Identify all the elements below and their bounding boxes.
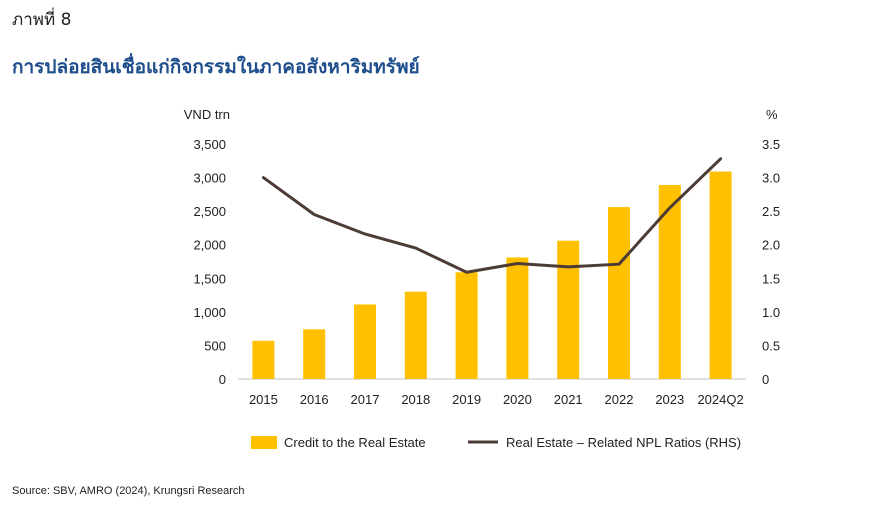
bar bbox=[608, 207, 630, 379]
y-tick-left-label: 2,500 bbox=[193, 204, 226, 219]
x-tick-label: 2022 bbox=[605, 392, 634, 407]
x-tick-label: 2024Q2 bbox=[697, 392, 743, 407]
x-tick-label: 2019 bbox=[452, 392, 481, 407]
y-tick-left-label: 2,000 bbox=[193, 238, 226, 253]
y-tick-left-label: 3,000 bbox=[193, 171, 226, 186]
y-ticks-right: 0 0.5 1.0 1.5 2.0 2.5 3.0 3.5 bbox=[762, 137, 780, 387]
legend-bar-label: Credit to the Real Estate bbox=[284, 435, 426, 450]
bar bbox=[658, 184, 681, 379]
y-axis-right-label: % bbox=[766, 107, 778, 122]
legend-line-label: Real Estate – Related NPL Ratios (RHS) bbox=[506, 435, 741, 450]
line-series bbox=[261, 157, 723, 274]
x-tick-label: 2020 bbox=[503, 392, 532, 407]
y-tick-right-label: 2.0 bbox=[762, 238, 780, 253]
y-tick-right-label: 0 bbox=[762, 372, 769, 387]
source-note: Source: SBV, AMRO (2024), Krungsri Resea… bbox=[12, 485, 245, 497]
y-tick-right-label: 2.5 bbox=[762, 204, 780, 219]
npl-line bbox=[261, 157, 723, 274]
legend-bar-swatch bbox=[251, 436, 277, 449]
legend: Credit to the Real Estate Real Estate – … bbox=[251, 435, 741, 450]
x-tick-label: 2017 bbox=[351, 392, 380, 407]
y-tick-right-label: 0.5 bbox=[762, 338, 780, 353]
x-tick-label: 2018 bbox=[401, 392, 430, 407]
bar bbox=[557, 240, 580, 379]
y-axis-left-label: VND trn bbox=[184, 107, 230, 122]
figure-label: ภาพที่ 8 bbox=[12, 10, 72, 30]
y-tick-right-label: 1.5 bbox=[762, 271, 780, 286]
x-ticks: 2015 2016 2017 2018 2019 2020 2021 2022 2023 2024… bbox=[249, 392, 744, 407]
bar bbox=[303, 329, 326, 379]
bar bbox=[506, 257, 529, 379]
y-ticks-left: 0 500 1,000 1,500 2,000 2,500 3,000 3,500 bbox=[193, 137, 226, 387]
y-tick-left-label: 500 bbox=[204, 338, 226, 353]
y-tick-right-label: 3.5 bbox=[762, 137, 780, 152]
y-tick-right-label: 1.0 bbox=[762, 305, 780, 320]
bar bbox=[252, 340, 275, 379]
x-tick-label: 2016 bbox=[300, 392, 329, 407]
bar-series bbox=[252, 171, 732, 379]
y-tick-left-label: 1,500 bbox=[193, 271, 226, 286]
x-tick-label: 2021 bbox=[554, 392, 583, 407]
bar bbox=[354, 304, 376, 379]
bar bbox=[709, 171, 732, 379]
x-tick-label: 2023 bbox=[655, 392, 684, 407]
y-tick-left-label: 0 bbox=[219, 372, 226, 387]
y-tick-right-label: 3.0 bbox=[762, 171, 780, 186]
y-tick-left-label: 3,500 bbox=[193, 137, 226, 152]
chart-title: การปล่อยสินเชื่อแก่กิจกรรมในภาคอสังหาริม… bbox=[12, 56, 420, 78]
bar bbox=[404, 291, 427, 379]
x-tick-label: 2015 bbox=[249, 392, 278, 407]
bar bbox=[455, 272, 478, 379]
y-tick-left-label: 1,000 bbox=[193, 305, 226, 320]
